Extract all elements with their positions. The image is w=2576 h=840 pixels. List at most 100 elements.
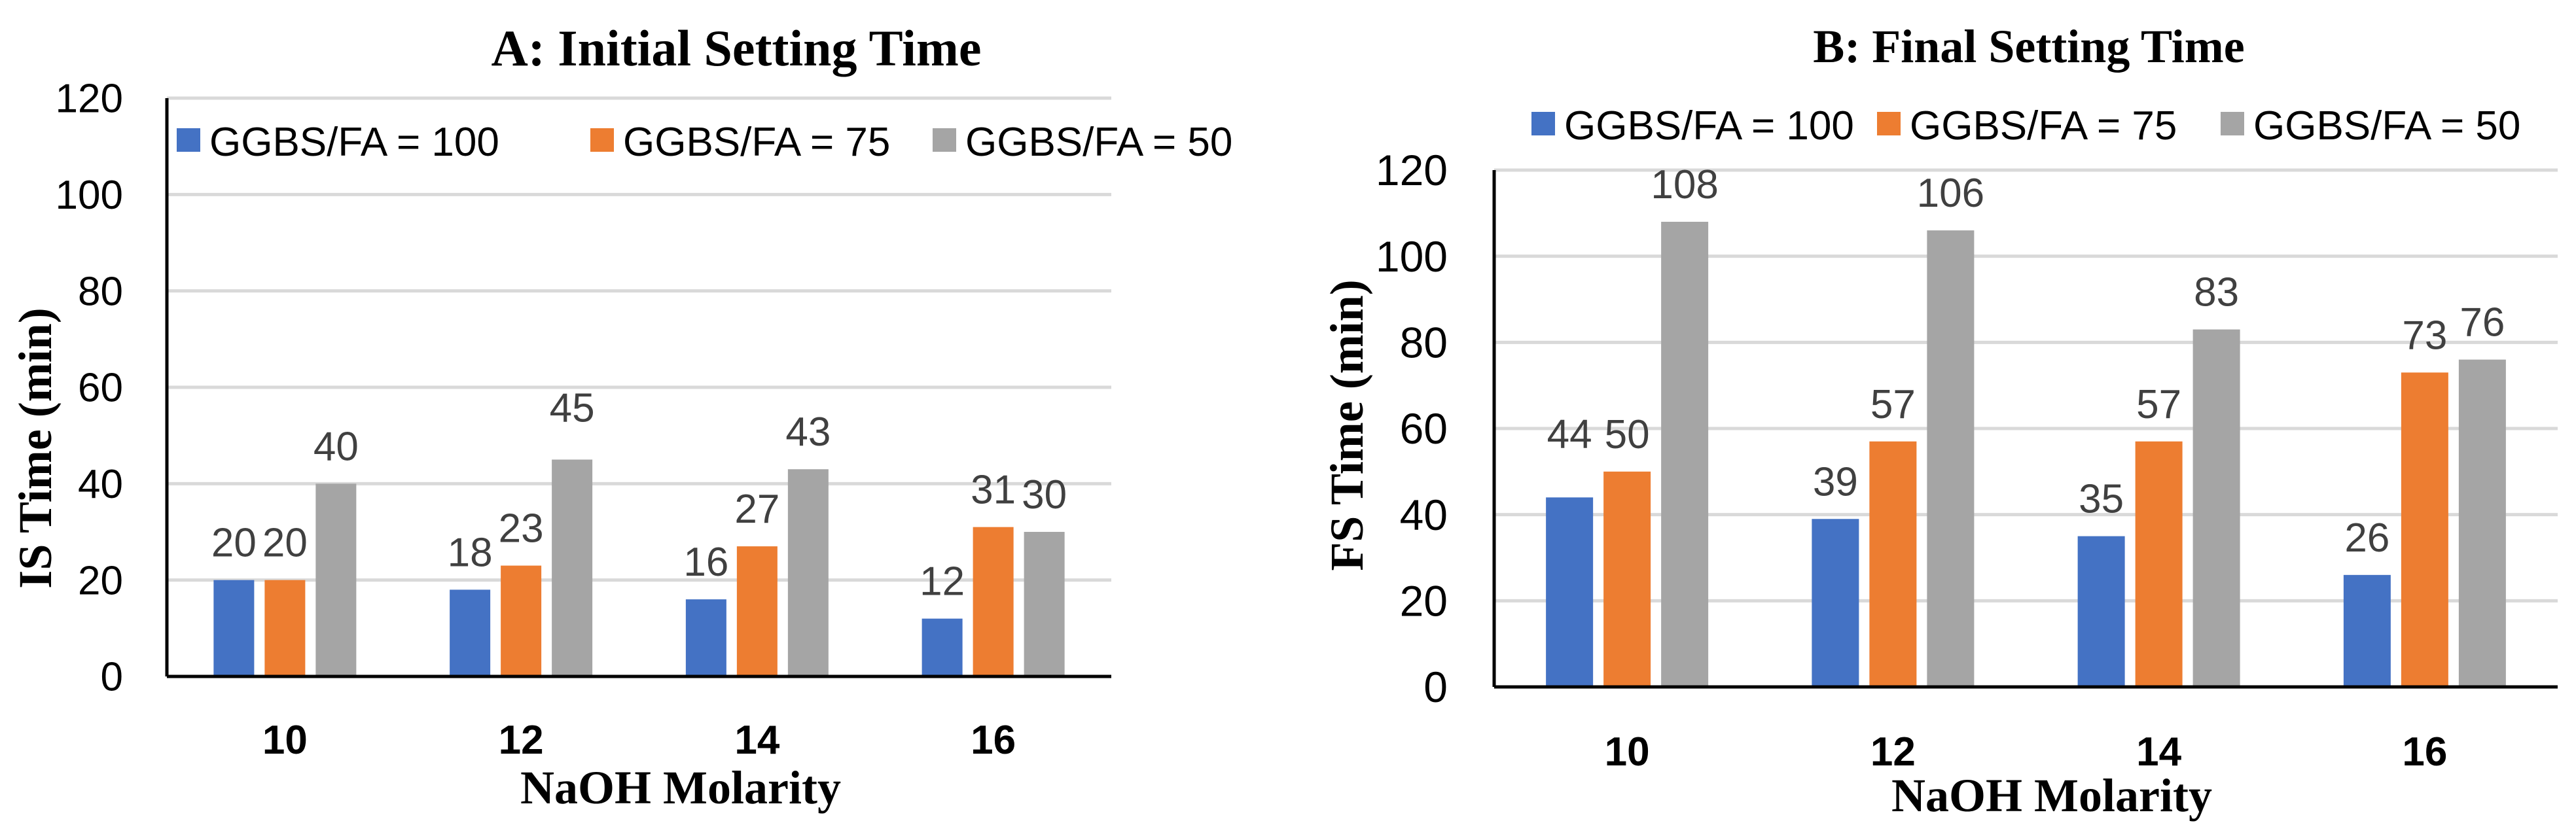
chart-b-title: B: Final Setting Time [1813,20,2244,73]
chart-a-legend-item: GGBS/FA = 50 [933,120,1232,165]
chart-b-bar [2458,359,2506,687]
chart-b-data-label: 108 [1651,162,1718,207]
chart-a-legend-label: GGBS/FA = 100 [209,120,499,165]
chart-a-y-tick-label: 20 [78,558,123,603]
chart-b-axes [1492,170,2558,689]
chart-a-bar [315,483,357,676]
chart-a-data-label: 18 [448,530,493,575]
chart-a-y-axis-label: IS Time (min) [9,307,62,588]
chart-a-bar [736,546,778,676]
chart-b-bar [2401,372,2448,687]
chart-b-x-tick-label: 10 [1605,729,1650,775]
chart-a-y-tick-label: 120 [56,77,123,122]
chart-a: A: Initial Setting Time GGBS/FA = 100 GGB… [9,20,1232,814]
chart-b-data-label: 76 [2460,300,2505,345]
chart-b-legend-swatch [1877,112,1901,135]
chart-b-data-label: 50 [1605,412,1650,457]
chart-b-y-tick-label: 100 [1376,232,1448,281]
chart-a-data-label: 20 [211,521,257,566]
chart-a-data-label: 30 [1022,472,1067,517]
chart-a-legend-item: GGBS/FA = 100 [177,120,499,165]
chart-a-data-label: 20 [262,521,308,566]
chart-b-data-label: 57 [2136,382,2181,427]
chart-a-data-label: 16 [683,540,728,585]
chart-b-bar [2192,329,2240,687]
chart-b-x-tick-label: 16 [2402,729,2447,775]
chart-b-bar [2343,574,2391,687]
chart-a-legend-swatch [590,128,614,152]
chart-b-legend: GGBS/FA = 100 GGBS/FA = 75 GGBS/FA = 50 [1531,103,2520,149]
chart-b-y-tick-label: 40 [1400,491,1448,539]
chart-a-bar [450,589,491,676]
chart-b-data-label: 57 [1870,382,1916,427]
chart-a-bar [264,580,306,676]
chart-b-x-tick-label: 12 [1870,729,1916,775]
chart-a-data-label: 43 [785,410,831,455]
chart-b-data-label: 106 [1917,171,1984,216]
chart-a-y-tick-labels: 0 20 40 60 80 100 120 [56,77,123,700]
chart-b-legend-item: GGBS/FA = 50 [2221,103,2520,149]
chart-a-x-tick-labels: 10 12 14 16 [262,718,1016,763]
chart-a-bar [685,599,726,676]
chart-b-y-tick-labels: 0 20 40 60 80 100 120 [1376,146,1448,711]
chart-b-legend-item: GGBS/FA = 100 [1531,103,1854,149]
chart-b-bars [1546,222,2506,688]
chart-a-legend-swatch [177,128,200,152]
chart-a-legend-swatch [933,128,956,152]
chart-a-legend-label: GGBS/FA = 75 [623,120,890,165]
chart-a-data-label: 12 [920,559,965,604]
chart-a-x-tick-label: 16 [971,718,1016,763]
chart-b-legend-label: GGBS/FA = 50 [2253,103,2520,149]
chart-b-data-label: 83 [2194,270,2239,315]
chart-b-gridlines [1494,168,2558,603]
chart-a-bars [213,459,1065,676]
chart-b-data-labels: 44 50 108 39 57 106 35 57 83 26 73 76 [1547,162,2505,561]
chart-a-data-label: 31 [971,468,1016,513]
chart-b-legend-label: GGBS/FA = 100 [1564,103,1854,149]
chart-b-y-tick-label: 60 [1400,404,1448,453]
chart-a-bar [552,459,593,676]
chart-b-bar [2077,536,2125,687]
chart-b-bar [1661,222,1709,687]
chart-a-x-tick-label: 14 [734,718,779,763]
chart-a-bar [973,527,1014,676]
chart-b-bar [2135,441,2183,687]
chart-b-bar [1603,471,1651,687]
chart-a-x-tick-label: 10 [262,718,308,763]
chart-a-x-tick-label: 12 [499,718,544,763]
chart-b-x-axis-label: NaOH Molarity [1891,769,2212,822]
chart-b-data-label: 26 [2344,516,2389,561]
chart-b-y-tick-label: 80 [1400,318,1448,366]
chart-b-legend-label: GGBS/FA = 75 [1910,103,2177,149]
chart-a-data-label: 27 [734,487,779,532]
chart-a-data-label: 23 [499,506,544,551]
chart-b-y-axis-label: FS Time (min) [1321,279,1373,570]
chart-a-legend-item: GGBS/FA = 75 [590,120,890,165]
chart-b-legend-item: GGBS/FA = 75 [1877,103,2177,149]
chart-a-bar [213,580,255,676]
chart-b: B: Final Setting Time GGBS/FA = 100 GGBS/… [1321,20,2558,822]
chart-b-bar [1927,230,1975,688]
chart-b-bar [1546,497,1594,687]
chart-a-data-label: 40 [313,424,359,469]
chart-a-gridlines [167,96,1111,582]
chart-a-legend-label: GGBS/FA = 50 [965,120,1232,165]
chart-b-data-label: 39 [1813,459,1858,504]
chart-b-legend-swatch [1531,112,1555,135]
chart-a-data-label: 45 [550,386,595,431]
chart-a-y-tick-label: 60 [78,366,123,411]
chart-a-y-tick-label: 40 [78,462,123,507]
chart-a-title: A: Initial Setting Time [492,20,982,77]
chart-b-y-tick-label: 20 [1400,576,1448,625]
chart-a-bar [921,618,963,676]
chart-b-y-tick-label: 0 [1423,663,1448,711]
chart-b-data-label: 44 [1547,411,1592,457]
chart-b-y-tick-label: 120 [1376,146,1448,194]
chart-b-data-label: 73 [2402,313,2447,358]
chart-a-axes [165,98,1111,678]
chart-b-x-tick-labels: 10 12 14 16 [1605,729,2448,775]
chart-a-bar [501,565,542,676]
chart-a-y-tick-label: 100 [56,173,123,218]
chart-b-bar [1869,441,1917,687]
